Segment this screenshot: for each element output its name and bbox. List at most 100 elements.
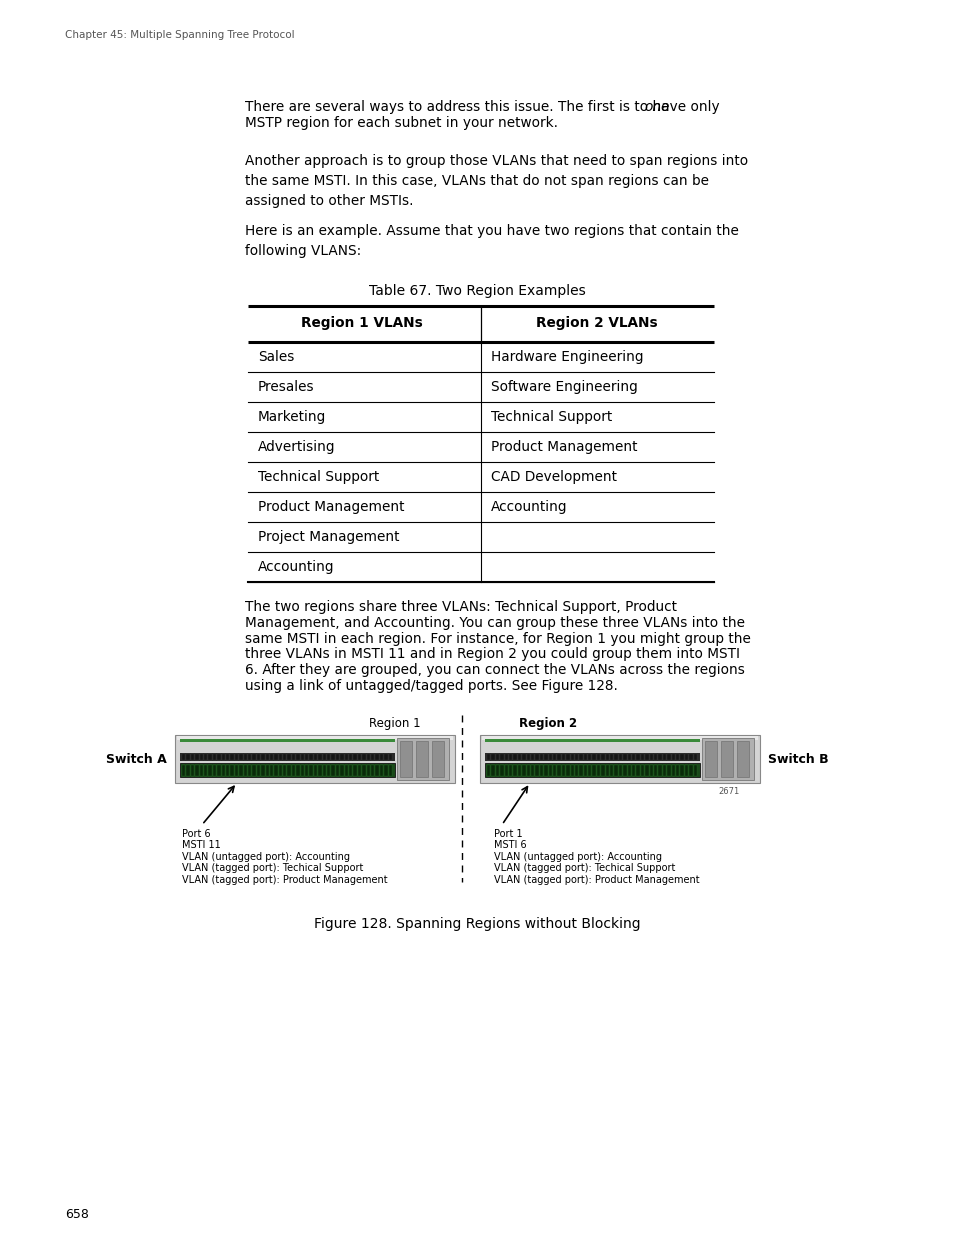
Text: VLAN (tagged port): Product Management: VLAN (tagged port): Product Management <box>182 874 387 884</box>
Bar <box>517 753 520 760</box>
Bar <box>600 753 604 760</box>
Bar <box>676 764 679 776</box>
Bar <box>261 764 264 776</box>
Bar <box>340 753 343 760</box>
Bar <box>371 753 374 760</box>
Bar <box>662 764 665 776</box>
Bar <box>335 764 339 776</box>
Bar <box>570 764 574 776</box>
Text: Region 2: Region 2 <box>518 716 577 730</box>
Bar <box>195 753 198 760</box>
Bar <box>256 764 260 776</box>
Bar <box>701 737 753 779</box>
Bar <box>314 764 317 776</box>
Bar <box>292 753 295 760</box>
Bar <box>504 764 507 776</box>
Bar <box>357 764 361 776</box>
Bar <box>618 764 621 776</box>
Text: Region 1: Region 1 <box>369 716 420 730</box>
Bar <box>287 764 291 776</box>
Bar <box>684 753 687 760</box>
Bar <box>481 736 758 740</box>
Bar <box>270 753 273 760</box>
Text: three VLANs in MSTI 11 and in Region 2 you could group them into MSTI: three VLANs in MSTI 11 and in Region 2 y… <box>245 647 740 662</box>
Bar <box>521 753 525 760</box>
Bar <box>239 764 242 776</box>
Bar <box>318 753 321 760</box>
Bar <box>499 753 503 760</box>
Bar <box>265 753 269 760</box>
Bar <box>208 764 212 776</box>
Bar <box>270 764 273 776</box>
Bar <box>496 753 498 760</box>
Bar <box>399 741 412 777</box>
Bar <box>384 764 387 776</box>
Bar <box>666 753 670 760</box>
Bar <box>180 753 395 761</box>
Bar <box>300 764 304 776</box>
Bar <box>379 764 383 776</box>
Text: Chapter 45: Multiple Spanning Tree Protocol: Chapter 45: Multiple Spanning Tree Proto… <box>65 30 294 40</box>
Bar <box>636 753 639 760</box>
Bar <box>230 764 233 776</box>
Bar <box>688 753 692 760</box>
Bar <box>396 737 449 779</box>
Text: VLAN (tagged port): Techical Support: VLAN (tagged port): Techical Support <box>182 863 363 873</box>
Bar <box>296 764 299 776</box>
Bar <box>526 753 530 760</box>
Bar <box>388 764 392 776</box>
Text: using a link of untagged/tagged ports. See Figure 128.: using a link of untagged/tagged ports. S… <box>245 679 618 693</box>
Bar <box>654 753 657 760</box>
Text: Here is an example. Assume that you have two regions that contain the
following : Here is an example. Assume that you have… <box>245 224 739 258</box>
Text: VLAN (tagged port): Product Management: VLAN (tagged port): Product Management <box>494 874 699 884</box>
Bar <box>605 764 608 776</box>
Bar <box>186 764 190 776</box>
Bar <box>671 764 675 776</box>
Bar <box>597 753 599 760</box>
Bar <box>658 764 661 776</box>
Bar <box>548 753 552 760</box>
Bar <box>305 764 308 776</box>
Bar <box>362 764 365 776</box>
Bar <box>597 764 599 776</box>
Bar <box>513 764 517 776</box>
Bar <box>491 753 495 760</box>
Bar <box>278 764 282 776</box>
Bar <box>331 753 335 760</box>
Bar <box>226 753 229 760</box>
Bar <box>605 753 608 760</box>
Bar <box>226 764 229 776</box>
Bar <box>622 753 626 760</box>
Bar <box>278 753 282 760</box>
Text: Technical Support: Technical Support <box>257 471 379 484</box>
Bar <box>177 736 453 740</box>
Bar <box>199 764 203 776</box>
Bar <box>583 753 586 760</box>
Bar <box>305 753 308 760</box>
Text: Hardware Engineering: Hardware Engineering <box>491 350 643 364</box>
Bar <box>600 764 604 776</box>
Bar <box>614 764 618 776</box>
Bar <box>191 764 194 776</box>
Text: Software Engineering: Software Engineering <box>491 380 638 394</box>
Text: one: one <box>644 100 669 114</box>
Bar <box>688 764 692 776</box>
Bar <box>578 764 582 776</box>
Bar <box>274 764 277 776</box>
Text: Port 6: Port 6 <box>182 829 211 839</box>
Bar <box>484 739 700 742</box>
Bar <box>256 753 260 760</box>
Bar <box>309 764 313 776</box>
Bar <box>693 753 697 760</box>
Bar <box>432 741 443 777</box>
Bar <box>366 764 370 776</box>
Bar <box>565 753 569 760</box>
Bar <box>720 741 732 777</box>
Bar <box>213 764 216 776</box>
Bar <box>309 753 313 760</box>
Bar <box>362 753 365 760</box>
Bar <box>679 753 683 760</box>
Text: Region 2 VLANs: Region 2 VLANs <box>536 316 658 330</box>
Bar <box>296 753 299 760</box>
Text: CAD Development: CAD Development <box>491 471 617 484</box>
